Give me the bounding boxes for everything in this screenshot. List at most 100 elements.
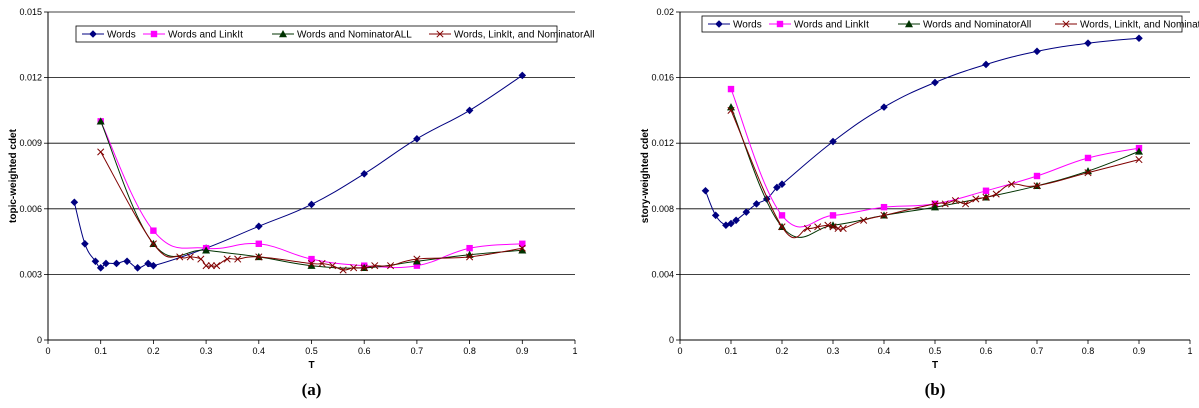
data-point (234, 255, 242, 263)
data-point (829, 212, 837, 219)
data-point (880, 103, 888, 111)
data-point (197, 255, 205, 263)
data-point (213, 262, 221, 270)
data-point (1007, 180, 1016, 188)
data-point (465, 250, 474, 258)
legend-swatch-marker (1062, 20, 1070, 28)
data-point (701, 186, 710, 195)
panel-label: (a) (302, 380, 322, 399)
data-point (839, 224, 847, 233)
data-point (1033, 47, 1041, 56)
data-point (413, 135, 421, 143)
data-point (829, 223, 837, 231)
legend-box (75, 25, 558, 43)
legend-label: Words and LinkIt (168, 30, 243, 41)
y-tick-label: 0.016 (651, 73, 674, 83)
data-point (329, 262, 337, 270)
legend-item: Words and NominatorALL (272, 30, 412, 41)
data-point (202, 246, 211, 254)
legend-label: Words (107, 30, 136, 41)
x-tick-label: 0.6 (358, 346, 371, 356)
x-axis-title: T (308, 360, 314, 371)
x-tick-label: 0.9 (516, 346, 529, 356)
legend-label: Words, LinkIt, and NominatorAll (454, 30, 594, 41)
data-point (1084, 39, 1092, 47)
data-point (860, 216, 868, 224)
x-tick-label: 0.4 (878, 346, 891, 356)
data-point (307, 259, 316, 268)
x-axis-title: T (932, 360, 938, 371)
data-point (962, 200, 970, 208)
series-0 (701, 34, 1143, 229)
data-point (778, 212, 786, 219)
data-point (880, 203, 888, 211)
data-point (1135, 147, 1143, 155)
data-point (752, 200, 761, 208)
data-point (518, 246, 527, 254)
legend-swatch-marker (776, 20, 784, 28)
x-tick-label: 0.4 (253, 346, 266, 356)
data-point (727, 219, 735, 228)
data-point (412, 257, 421, 265)
x-tick-label: 0.2 (776, 346, 789, 356)
data-point (307, 261, 316, 269)
x-tick-label: 1 (1187, 346, 1192, 356)
data-point (518, 71, 527, 80)
legend-item: Words (82, 30, 136, 41)
legend: Words Words and LinkIt Words and Nominator… (75, 25, 594, 43)
y-tick-label: 0.009 (19, 138, 42, 148)
data-point (519, 240, 526, 247)
legend-item: Words, LinkIt, and NominatorAll (1055, 20, 1199, 31)
y-axis-title: topic-weighted cdet (8, 128, 19, 223)
data-point (255, 240, 262, 247)
data-point (371, 262, 379, 270)
legend-item: Words and LinkIt (769, 20, 869, 31)
data-point (91, 257, 100, 266)
data-point (1135, 34, 1143, 43)
data-point (778, 223, 786, 231)
data-point (982, 187, 990, 194)
data-point (880, 211, 888, 219)
data-point (732, 216, 740, 225)
x-tick-label: 0.3 (200, 346, 213, 356)
data-point (96, 117, 105, 125)
series-line (73, 74, 523, 269)
series-2 (96, 117, 527, 272)
data-point (360, 264, 368, 272)
x-tick-label: 0.7 (411, 346, 424, 356)
data-point (1084, 154, 1092, 162)
data-point (150, 227, 157, 234)
legend-swatch-marker (150, 30, 158, 38)
y-tick-label: 0.003 (19, 269, 42, 279)
x-tick-label: 0.8 (463, 346, 476, 356)
chart-a: 0 0.003 0.006 0.009 0.012 0.015 0 0.1 0.2 0.3 0.4 0… (8, 7, 594, 399)
legend-swatch-marker (436, 30, 444, 38)
data-point (773, 183, 781, 192)
data-point (982, 193, 990, 201)
data-point (824, 221, 832, 229)
data-point (465, 106, 474, 115)
series-2 (727, 103, 1143, 238)
y-tick-label: 0.004 (651, 269, 674, 279)
y-tick-label: 0.015 (19, 7, 42, 17)
data-point (931, 200, 939, 208)
series-line (730, 106, 1140, 238)
data-point (255, 222, 263, 231)
data-point (186, 253, 194, 261)
chart-b: 0 0.004 0.008 0.012 0.016 0.02 0 0.1 0.2 0.3 0.4 0.… (640, 7, 1199, 399)
legend-item: Words, LinkIt, and NominatorAll (429, 30, 594, 41)
legend-item: Words and NominatorAll (898, 20, 1031, 31)
series-0 (70, 71, 527, 272)
x-tick-label: 0.5 (305, 346, 318, 356)
legend-label: Words, LinkIt, and NominatorAll (1080, 20, 1199, 31)
data-point (133, 264, 142, 272)
legend-label: Words and NominatorALL (297, 30, 412, 41)
x-tick-label: 0.1 (725, 346, 738, 356)
data-point (992, 190, 1000, 198)
series-line (100, 151, 523, 271)
series-1 (97, 118, 526, 269)
series-3 (727, 106, 1143, 239)
legend-box (701, 15, 1183, 33)
y-tick-label: 0.02 (656, 7, 674, 17)
legend-label: Words and NominatorAll (923, 20, 1031, 31)
